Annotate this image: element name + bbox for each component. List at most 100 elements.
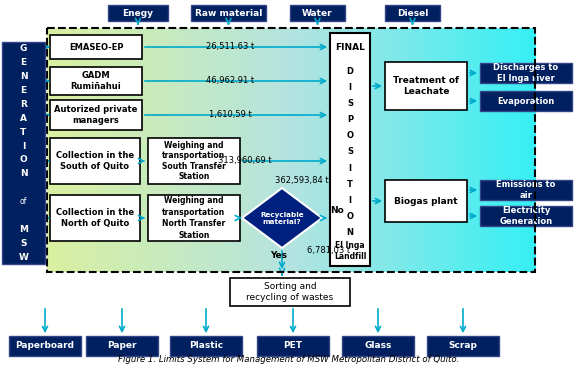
Text: PET: PET bbox=[284, 342, 302, 350]
Text: Biogas plant: Biogas plant bbox=[394, 197, 458, 205]
FancyBboxPatch shape bbox=[371, 28, 378, 272]
FancyBboxPatch shape bbox=[148, 138, 240, 184]
FancyBboxPatch shape bbox=[163, 28, 170, 272]
FancyBboxPatch shape bbox=[257, 336, 329, 356]
FancyBboxPatch shape bbox=[65, 28, 72, 272]
FancyBboxPatch shape bbox=[50, 35, 142, 59]
FancyBboxPatch shape bbox=[120, 28, 127, 272]
FancyBboxPatch shape bbox=[59, 28, 67, 272]
Text: N: N bbox=[20, 169, 27, 178]
Text: N: N bbox=[20, 72, 27, 81]
FancyBboxPatch shape bbox=[334, 28, 341, 272]
FancyBboxPatch shape bbox=[474, 28, 481, 272]
FancyBboxPatch shape bbox=[212, 28, 219, 272]
Text: Figure 1. Limits System for Management of MSW Metropolitan District of Quito.: Figure 1. Limits System for Management o… bbox=[118, 355, 460, 364]
FancyBboxPatch shape bbox=[492, 28, 500, 272]
FancyBboxPatch shape bbox=[529, 28, 536, 272]
Text: Sorting and
recycling of wastes: Sorting and recycling of wastes bbox=[247, 282, 334, 302]
Text: Discharges to
El Inga river: Discharges to El Inga river bbox=[493, 63, 559, 83]
Text: El Inga
Landfill: El Inga Landfill bbox=[334, 241, 366, 261]
FancyBboxPatch shape bbox=[191, 5, 266, 21]
FancyBboxPatch shape bbox=[157, 28, 164, 272]
FancyBboxPatch shape bbox=[297, 28, 304, 272]
FancyBboxPatch shape bbox=[187, 28, 195, 272]
FancyBboxPatch shape bbox=[242, 28, 250, 272]
FancyBboxPatch shape bbox=[50, 100, 142, 130]
FancyBboxPatch shape bbox=[261, 28, 267, 272]
FancyBboxPatch shape bbox=[462, 28, 469, 272]
Text: of: of bbox=[20, 197, 27, 206]
Text: O: O bbox=[346, 212, 354, 221]
FancyBboxPatch shape bbox=[358, 28, 365, 272]
FancyBboxPatch shape bbox=[389, 28, 395, 272]
FancyBboxPatch shape bbox=[236, 28, 243, 272]
FancyBboxPatch shape bbox=[90, 28, 97, 272]
FancyBboxPatch shape bbox=[2, 42, 45, 264]
Text: 26,511.63 t: 26,511.63 t bbox=[206, 42, 254, 52]
FancyBboxPatch shape bbox=[480, 91, 572, 111]
Text: G: G bbox=[20, 45, 27, 53]
FancyBboxPatch shape bbox=[285, 28, 292, 272]
FancyBboxPatch shape bbox=[486, 28, 493, 272]
Text: S: S bbox=[20, 239, 27, 248]
FancyBboxPatch shape bbox=[254, 28, 262, 272]
FancyBboxPatch shape bbox=[126, 28, 133, 272]
Text: Water: Water bbox=[302, 8, 333, 18]
Text: Weighing and
transportation
South Transfer
Station: Weighing and transportation South Transf… bbox=[162, 141, 226, 181]
Text: Yes: Yes bbox=[270, 251, 287, 260]
FancyBboxPatch shape bbox=[86, 336, 158, 356]
Text: N: N bbox=[346, 229, 354, 237]
FancyBboxPatch shape bbox=[342, 336, 414, 356]
FancyBboxPatch shape bbox=[102, 28, 109, 272]
Text: FINAL: FINAL bbox=[335, 42, 365, 52]
FancyBboxPatch shape bbox=[108, 5, 168, 21]
Text: R: R bbox=[20, 100, 27, 109]
FancyBboxPatch shape bbox=[383, 28, 390, 272]
FancyBboxPatch shape bbox=[218, 28, 225, 272]
FancyBboxPatch shape bbox=[330, 33, 370, 266]
Text: Station: Station bbox=[178, 231, 210, 240]
FancyBboxPatch shape bbox=[78, 28, 85, 272]
FancyBboxPatch shape bbox=[9, 336, 81, 356]
Text: Recyclable
material?: Recyclable material? bbox=[260, 212, 304, 224]
Text: Diesel: Diesel bbox=[397, 8, 428, 18]
FancyBboxPatch shape bbox=[346, 28, 353, 272]
FancyBboxPatch shape bbox=[385, 62, 467, 110]
Text: Glass: Glass bbox=[364, 342, 391, 350]
Text: Paperboard: Paperboard bbox=[16, 342, 75, 350]
FancyBboxPatch shape bbox=[480, 206, 572, 226]
FancyBboxPatch shape bbox=[328, 28, 335, 272]
FancyBboxPatch shape bbox=[340, 28, 347, 272]
FancyBboxPatch shape bbox=[71, 28, 79, 272]
FancyBboxPatch shape bbox=[401, 28, 408, 272]
Text: Evaporation: Evaporation bbox=[497, 96, 555, 106]
FancyBboxPatch shape bbox=[407, 28, 414, 272]
FancyBboxPatch shape bbox=[516, 28, 524, 272]
FancyBboxPatch shape bbox=[230, 278, 350, 306]
FancyBboxPatch shape bbox=[50, 138, 140, 184]
FancyBboxPatch shape bbox=[138, 28, 145, 272]
Text: Raw material: Raw material bbox=[195, 8, 262, 18]
Text: O: O bbox=[20, 155, 27, 164]
Text: P: P bbox=[347, 115, 353, 124]
FancyBboxPatch shape bbox=[427, 336, 499, 356]
Text: GADM
Rumiñahui: GADM Rumiñahui bbox=[71, 71, 122, 91]
FancyBboxPatch shape bbox=[50, 195, 140, 241]
FancyBboxPatch shape bbox=[419, 28, 426, 272]
Text: 1,610,59 t: 1,610,59 t bbox=[208, 110, 251, 120]
Text: S: S bbox=[347, 148, 353, 156]
FancyBboxPatch shape bbox=[273, 28, 280, 272]
FancyBboxPatch shape bbox=[206, 28, 212, 272]
Text: E: E bbox=[20, 58, 27, 67]
FancyBboxPatch shape bbox=[321, 28, 329, 272]
Text: D: D bbox=[346, 67, 354, 75]
FancyBboxPatch shape bbox=[145, 28, 152, 272]
FancyBboxPatch shape bbox=[230, 28, 237, 272]
Text: Electricity
Generation: Electricity Generation bbox=[500, 206, 552, 226]
Text: 46,962.91 t: 46,962.91 t bbox=[206, 77, 254, 85]
Text: North Transfer: North Transfer bbox=[162, 219, 226, 228]
FancyBboxPatch shape bbox=[413, 28, 420, 272]
FancyBboxPatch shape bbox=[425, 28, 433, 272]
FancyBboxPatch shape bbox=[108, 28, 115, 272]
FancyBboxPatch shape bbox=[523, 28, 530, 272]
